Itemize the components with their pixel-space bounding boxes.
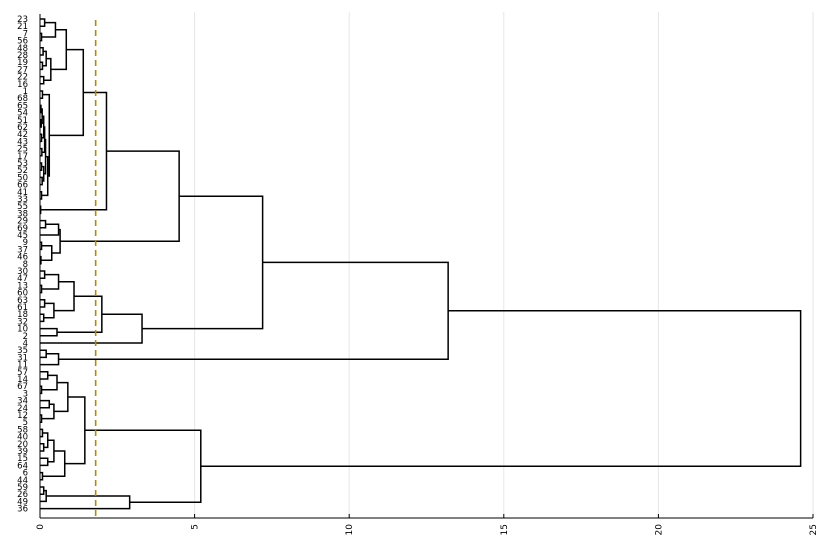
leaf-label: 51 [17,116,28,126]
leaf-label: 3 [23,389,28,399]
x-tick-label: 5 [191,524,201,530]
leaf-label: 23 [17,15,28,25]
leaf-label: 6 [23,469,28,479]
leaf-label: 62 [17,123,28,133]
leaf-label: 13 [17,281,28,291]
leaf-label: 28 [17,51,28,61]
leaf-label: 30 [17,267,28,277]
leaf-label: 69 [17,224,28,234]
leaf-label: 66 [17,181,28,191]
leaf-label: 40 [17,433,28,443]
leaf-label: 64 [17,461,28,471]
leaf-label: 31 [17,353,28,363]
leaf-label: 43 [17,137,28,147]
leaf-label: 29 [17,217,28,227]
x-tick-label: 20 [654,524,664,536]
leaf-label: 55 [17,202,28,212]
leaf-label: 8 [23,260,28,270]
leaf-label: 4 [23,339,28,349]
leaf-label: 16 [17,80,28,90]
leaf-label: 61 [17,303,28,313]
leaf-label: 35 [17,346,28,356]
leaf-label: 38 [17,209,28,219]
leaf-label: 52 [17,166,28,176]
leaf-label: 45 [17,231,28,241]
leaf-label: 9 [23,238,28,248]
leaf-label: 47 [17,274,28,284]
leaf-label: 42 [17,130,28,140]
leaf-label: 67 [17,382,28,392]
leaf-label: 11 [17,361,28,371]
leaf-label: 50 [17,173,28,183]
leaf-label: 60 [17,289,28,299]
x-tick-label: 25 [809,524,819,535]
leaf-label: 53 [17,159,28,169]
leaf-label: 15 [17,454,28,464]
leaf-label: 58 [17,425,28,435]
leaf-label: 12 [17,411,28,421]
leaf-label: 26 [17,490,28,500]
leaf-label: 7 [23,29,28,39]
grid-lines [194,12,814,518]
leaf-label: 36 [17,505,28,515]
leaf-labels: 2321756482819272216168655451624243251753… [17,15,28,515]
leaf-label: 1 [23,87,28,97]
x-tick-label: 0 [36,524,46,530]
leaf-label: 44 [17,476,28,486]
leaf-label: 17 [17,152,28,162]
leaf-label: 37 [17,245,28,255]
leaf-label: 25 [17,145,28,155]
x-tick-label: 10 [345,524,355,536]
leaf-label: 68 [17,94,28,104]
leaf-label: 20 [17,440,28,450]
leaf-label: 59 [17,483,28,493]
leaf-label: 21 [17,22,28,32]
leaf-label: 34 [17,397,28,407]
leaf-label: 19 [17,58,28,68]
leaf-label: 48 [17,44,28,54]
leaf-label: 41 [17,188,28,198]
leaf-label: 2 [23,332,28,342]
leaf-label: 22 [17,73,28,83]
leaf-label: 49 [17,497,28,507]
leaf-label: 56 [17,37,28,47]
x-axis: 0 5 10 15 20 25 [36,14,819,535]
leaf-label: 14 [17,375,28,385]
leaf-label: 10 [17,325,28,335]
leaf-label: 32 [17,317,28,327]
dendrogram-link [200,310,802,468]
x-tick-label: 15 [500,524,510,535]
leaf-label: 33 [17,195,28,205]
leaf-label: 24 [17,404,28,414]
leaf-label: 18 [17,310,28,320]
leaf-label: 27 [17,65,28,75]
leaf-label: 63 [17,296,28,306]
leaf-label: 46 [17,253,28,263]
leaf-label: 39 [17,447,28,457]
leaf-label: 65 [17,101,28,111]
dendrogram-tree [39,18,802,510]
leaf-label: 54 [17,109,28,119]
leaf-label: 57 [17,368,28,378]
leaf-label: 5 [23,418,28,428]
